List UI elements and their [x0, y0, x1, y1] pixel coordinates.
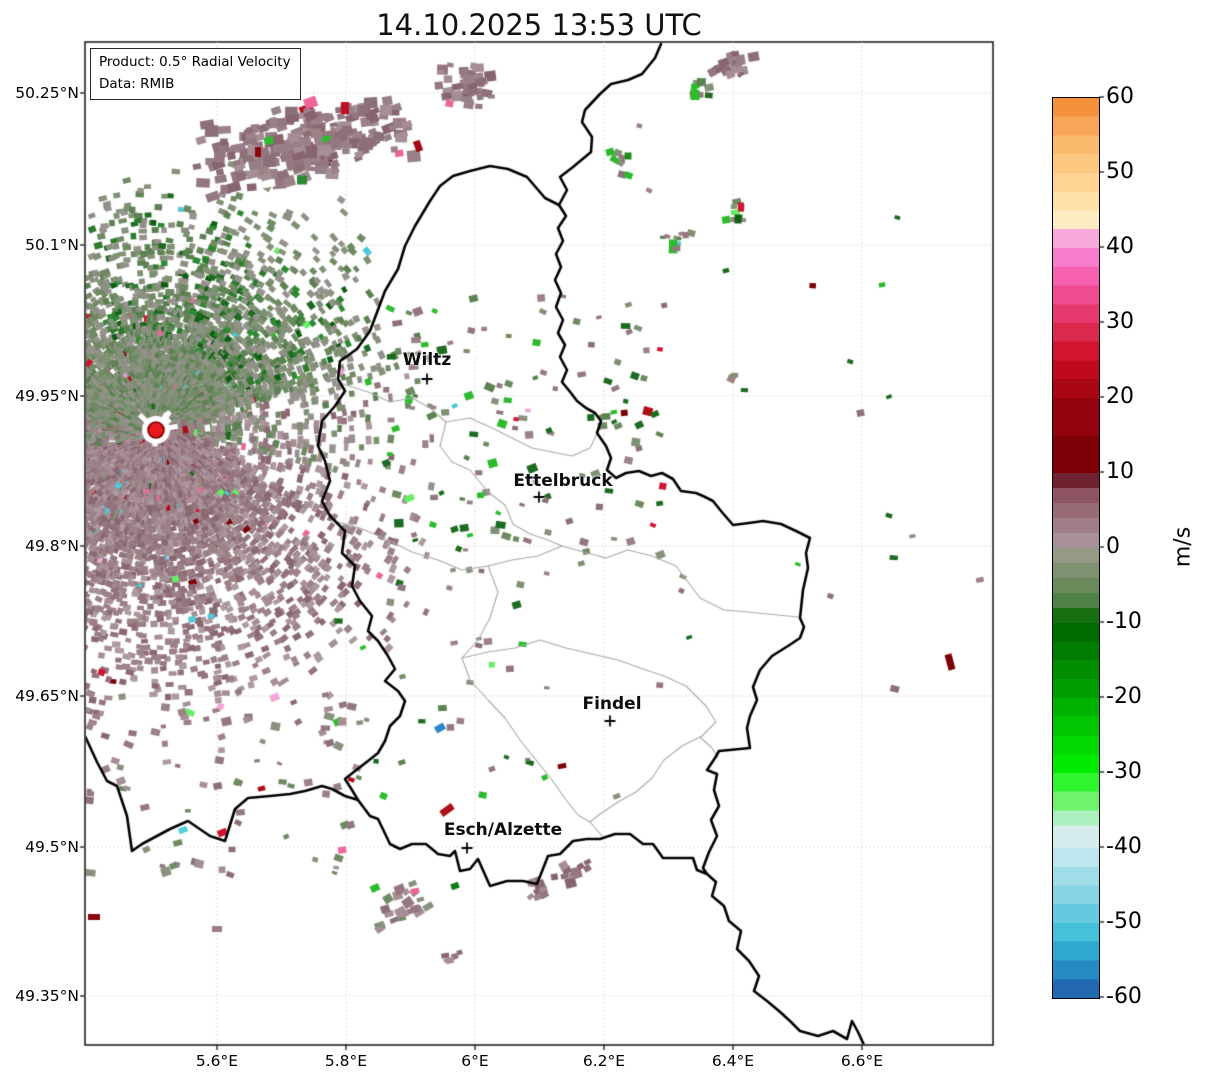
y-tick-label: 49.65°N [15, 687, 79, 705]
colorbar-tick-label: -20 [1106, 684, 1142, 709]
x-tick-label: 6.6°E [840, 1052, 884, 1070]
colorbar-tick-label: 50 [1106, 159, 1134, 184]
colorbar-tick-label: 30 [1106, 309, 1134, 334]
y-tick-label: 49.8°N [25, 537, 79, 555]
colorbar-tick-label: -30 [1106, 759, 1142, 784]
x-tick-label: 6.4°E [711, 1052, 755, 1070]
y-tick-label: 49.95°N [15, 387, 79, 405]
y-tick-label: 49.5°N [25, 838, 79, 856]
city-label: Findel [582, 694, 642, 714]
colorbar-tick-label: 0 [1106, 534, 1120, 559]
colorbar-tick-label: 20 [1106, 384, 1134, 409]
colorbar-tick-label: -10 [1106, 609, 1142, 634]
product-annotation-box: Product: 0.5° Radial Velocity Data: RMIB [90, 48, 301, 101]
y-tick-label: 49.35°N [15, 987, 79, 1005]
x-tick-label: 6°E [461, 1052, 489, 1070]
colorbar-tick-label: 10 [1106, 459, 1134, 484]
x-tick-label: 5.6°E [195, 1052, 239, 1070]
colorbar-tick-label: -40 [1106, 834, 1142, 859]
colorbar-unit-label: m/s [1170, 526, 1196, 568]
city-label: Ettelbruck [513, 471, 613, 491]
product-line: Product: 0.5° Radial Velocity [99, 54, 291, 70]
city-label: Wiltz [402, 350, 452, 370]
y-tick-label: 50.25°N [15, 84, 79, 102]
x-tick-label: 5.8°E [324, 1052, 368, 1070]
city-label: Esch/Alzette [443, 820, 563, 840]
colorbar-tick-label: 60 [1106, 84, 1134, 109]
y-tick-label: 50.1°N [25, 236, 79, 254]
data-source-line: Data: RMIB [99, 75, 175, 92]
colorbar-tick-label: 40 [1106, 234, 1134, 259]
colorbar [1052, 97, 1100, 999]
colorbar-tick-label: -50 [1106, 909, 1142, 934]
colorbar-tick-label: -60 [1106, 984, 1142, 1009]
page-title: 14.10.2025 13:53 UTC [376, 8, 702, 42]
x-tick-label: 6.2°E [582, 1052, 626, 1070]
